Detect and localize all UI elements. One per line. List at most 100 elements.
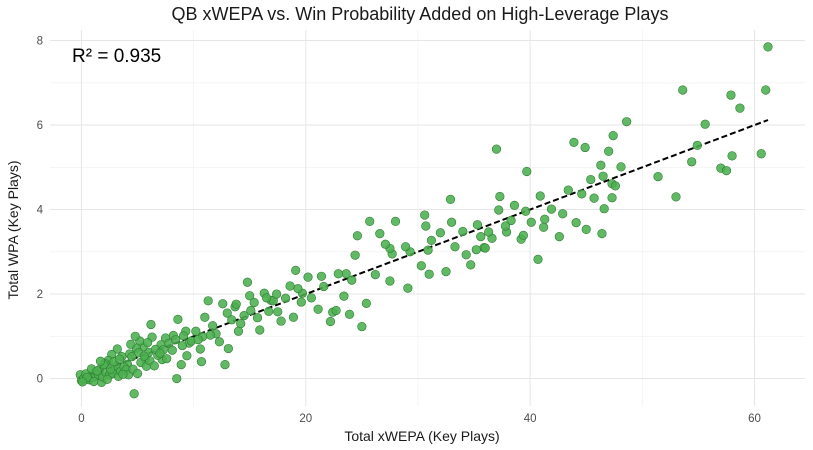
scatter-point — [610, 181, 621, 191]
scatter-point — [227, 315, 237, 325]
scatter-point — [416, 261, 426, 271]
scatter-point — [231, 299, 241, 309]
chart-title: QB xWEPA vs. Win Probability Added on Hi… — [172, 4, 669, 24]
scatter-point — [491, 144, 502, 154]
y-tick-label: 4 — [37, 205, 44, 217]
scatter-point — [291, 265, 301, 275]
scatter-point — [581, 224, 591, 235]
scatter-point — [357, 321, 367, 332]
scatter-point — [272, 289, 282, 299]
scatter-point — [435, 228, 446, 238]
scatter-point — [445, 194, 456, 205]
scatter-point — [171, 335, 181, 345]
scatter-point — [450, 242, 460, 252]
y-tick-label: 0 — [37, 374, 43, 386]
scatter-point — [727, 151, 737, 161]
scatter-point — [177, 340, 187, 351]
scatter-point — [252, 313, 263, 323]
scatter-point — [288, 312, 299, 322]
scatter-point — [285, 281, 295, 291]
scatter-point — [535, 191, 545, 201]
scatter-point — [506, 215, 516, 226]
scatter-point — [182, 351, 192, 361]
y-tick-label: 2 — [37, 289, 43, 301]
scatter-point — [102, 374, 112, 384]
scatter-point — [347, 275, 357, 285]
scatter-point — [608, 131, 618, 141]
scatter-point — [222, 308, 232, 318]
scatter-point — [264, 306, 274, 316]
y-axis-title: Total WPA (Key Plays) — [5, 160, 21, 299]
scatter-point — [223, 343, 233, 354]
scatter-point — [370, 270, 380, 280]
scatter-point — [331, 305, 341, 316]
scatter-point — [242, 277, 253, 287]
scatter-point — [756, 149, 766, 159]
scatter-point — [236, 319, 246, 329]
scatter-point — [533, 254, 543, 265]
scatter-point — [484, 227, 494, 237]
x-tick-label: 40 — [524, 413, 537, 425]
scatter-point — [296, 297, 306, 307]
scatter-point — [522, 166, 532, 177]
scatter-point — [421, 221, 431, 231]
scatter-point — [599, 204, 609, 214]
scatter-point — [546, 204, 557, 214]
x-axis-title: Total xWEPA (Key Plays) — [344, 428, 499, 444]
scatter-point — [423, 245, 433, 255]
scatter-point — [607, 193, 617, 203]
scatter-point — [692, 140, 702, 150]
scatter-point — [361, 298, 371, 308]
scatter-point — [214, 337, 224, 347]
scatter-point — [293, 283, 303, 294]
x-tick-label: 0 — [78, 413, 84, 425]
scatter-point — [721, 166, 732, 176]
scatter-point — [77, 377, 88, 387]
scatter-point — [112, 344, 122, 354]
scatter-point — [403, 283, 413, 293]
scatter-point — [577, 189, 587, 199]
tick-labels: 0 20 40 60 0 2 4 6 8 — [37, 36, 761, 425]
scatter-point — [518, 230, 529, 240]
scatter-point — [420, 210, 430, 220]
scatter-point — [500, 221, 511, 231]
scatter-point — [261, 293, 272, 303]
scatter-point — [365, 216, 375, 226]
scatter-point — [554, 231, 564, 242]
scatter-point — [671, 192, 681, 202]
scatter-point — [341, 269, 351, 279]
scatter-point — [200, 312, 210, 322]
scatter-point — [255, 325, 265, 335]
scatter-point — [196, 357, 207, 367]
scatter-point — [149, 361, 159, 371]
scatter-point — [350, 250, 360, 260]
scatter-point — [306, 293, 316, 303]
scatter-point — [325, 316, 336, 327]
scatter-point — [139, 351, 149, 361]
scatter-point — [220, 359, 230, 370]
scatter-point — [761, 85, 771, 95]
data-points — [75, 42, 773, 399]
scatter-point — [249, 297, 259, 308]
x-tick-label: 60 — [748, 413, 761, 425]
scatter-point — [193, 335, 203, 345]
scatter-point — [205, 330, 216, 340]
scatter-point — [687, 157, 697, 167]
scatter-point — [596, 160, 606, 170]
scatter-point — [143, 338, 153, 348]
scatter-point — [563, 185, 573, 195]
scatter-point — [616, 162, 626, 172]
scatter-point — [218, 299, 228, 309]
scatter-point — [735, 103, 745, 113]
scatter-point — [580, 142, 590, 153]
scatter-point — [246, 305, 256, 316]
scatter-point — [472, 220, 483, 230]
scatter-point — [726, 90, 736, 100]
scatter-point — [178, 331, 189, 341]
scatter-point — [233, 326, 244, 336]
scatter-point — [89, 376, 99, 387]
scatter-point — [495, 191, 505, 202]
scatter-point — [700, 119, 710, 129]
scatter-point — [466, 260, 476, 270]
scatter-point — [521, 206, 531, 216]
